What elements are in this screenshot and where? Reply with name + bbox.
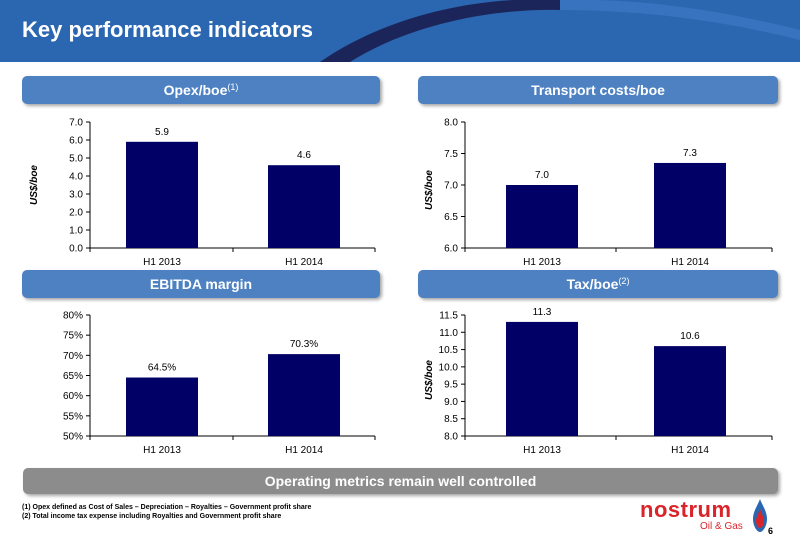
- opex-y-tick-label: 2.0: [69, 208, 83, 219]
- transport-y-tick-label: 6.0: [444, 244, 458, 255]
- transport-y-tick-label: 7.5: [444, 149, 458, 160]
- transport-y-tick-label: 7.0: [444, 181, 458, 192]
- panel-title-transport-text: Transport costs/boe: [531, 82, 665, 98]
- tax-y-tick-label: 10.5: [439, 345, 459, 356]
- tax-y-axis-title: US$/boe: [424, 360, 435, 400]
- logo-subtitle: Oil & Gas: [700, 521, 743, 532]
- opex-y-tick-label: 5.0: [69, 154, 83, 165]
- opex-y-tick-label: 0.0: [69, 244, 83, 255]
- footnote-1: (1) Opex defined as Cost of Sales – Depr…: [22, 504, 312, 511]
- transport-y-axis-title: US$/boe: [424, 170, 435, 210]
- logo-drop-icon: [753, 499, 767, 532]
- transport-bar-1: [506, 185, 578, 248]
- tax-category-label-2: H1 2014: [671, 445, 709, 456]
- tax-y-tick-label: 8.5: [444, 414, 458, 425]
- opex-y-tick-label: 1.0: [69, 226, 83, 237]
- summary-banner: Operating metrics remain well controlled: [23, 468, 778, 494]
- ebitda-data-label-1: 64.5%: [148, 363, 176, 374]
- tax-bar-2: [654, 346, 726, 436]
- header-bar: Key performance indicators: [0, 0, 800, 62]
- ebitda-category-label-2: H1 2014: [285, 445, 323, 456]
- ebitda-y-tick-label: 75%: [63, 331, 83, 342]
- ebitda-y-tick-label: 65%: [63, 371, 83, 382]
- ebitda-y-tick-label: 70%: [63, 351, 83, 362]
- opex-y-tick-label: 7.0: [69, 118, 83, 129]
- panel-title-opex-sup: (1): [227, 82, 239, 92]
- transport-data-label-2: 7.3: [683, 148, 697, 159]
- panel-title-opex-text: Opex/boe: [163, 82, 228, 98]
- ebitda-category-label-1: H1 2013: [143, 445, 181, 456]
- tax-category-label-1: H1 2013: [523, 445, 561, 456]
- opex-y-axis-title: US$/boe: [29, 165, 40, 205]
- tax-y-tick-label: 10.0: [439, 362, 459, 373]
- logo-wordmark: nostrum: [640, 497, 732, 522]
- tax-y-tick-label: 9.0: [444, 397, 458, 408]
- tax-y-tick-label: 11.0: [439, 328, 458, 339]
- opex-y-tick-label: 4.0: [69, 172, 83, 183]
- panel-title-transport: Transport costs/boe: [418, 76, 778, 104]
- opex-category-label-1: H1 2013: [143, 257, 181, 268]
- transport-y-tick-label: 6.5: [444, 212, 458, 223]
- opex-bar-1: [126, 141, 198, 248]
- ebitda-y-tick-label: 60%: [63, 391, 83, 402]
- panel-title-tax: Tax/boe(2): [418, 270, 778, 298]
- header-swoosh-decoration: [320, 0, 800, 62]
- tax-bar-1: [506, 321, 578, 436]
- ebitda-bar-1: [126, 377, 198, 436]
- tax-data-label-1: 11.3: [533, 307, 552, 318]
- tax-y-tick-label: 8.0: [444, 432, 458, 443]
- transport-category-label-1: H1 2013: [523, 257, 561, 268]
- panel-title-ebitda: EBITDA margin: [22, 270, 380, 298]
- transport-category-label-2: H1 2014: [671, 257, 709, 268]
- transport-bar-2: [654, 162, 726, 248]
- ebitda-data-label-2: 70.3%: [290, 339, 318, 350]
- ebitda-y-tick-label: 80%: [63, 311, 83, 322]
- opex-data-label-2: 4.6: [297, 150, 311, 161]
- tax-y-tick-label: 9.5: [444, 380, 458, 391]
- tax-y-tick-label: 11.5: [439, 311, 458, 322]
- ebitda-y-tick-label: 55%: [63, 411, 83, 422]
- opex-data-label-1: 5.9: [155, 127, 169, 138]
- ebitda-bar-2: [268, 354, 340, 436]
- transport-data-label-1: 7.0: [535, 170, 549, 181]
- opex-y-tick-label: 6.0: [69, 136, 83, 147]
- ebitda-y-tick-label: 50%: [63, 432, 83, 443]
- opex-y-tick-label: 3.0: [69, 190, 83, 201]
- page-title: Key performance indicators: [22, 17, 313, 42]
- panel-title-opex: Opex/boe(1): [22, 76, 380, 104]
- footnote-2: (2) Total income tax expense including R…: [22, 513, 282, 520]
- transport-y-tick-label: 8.0: [444, 118, 458, 129]
- company-logo: nostrum Oil & Gas: [640, 497, 767, 532]
- panel-title-tax-text: Tax/boe: [566, 276, 619, 292]
- page-number: 6: [768, 526, 774, 536]
- panel-title-tax-sup: (2): [618, 276, 630, 286]
- opex-category-label-2: H1 2014: [285, 257, 323, 268]
- panel-title-ebitda-text: EBITDA margin: [149, 276, 253, 292]
- tax-data-label-2: 10.6: [680, 331, 700, 342]
- opex-bar-2: [268, 165, 340, 248]
